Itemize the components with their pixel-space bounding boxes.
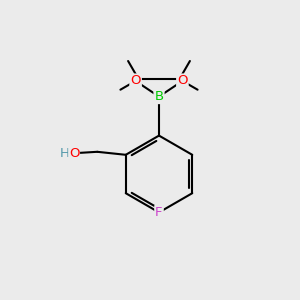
- Text: B: B: [154, 90, 164, 103]
- Text: H: H: [59, 147, 69, 160]
- Text: O: O: [69, 147, 80, 160]
- Text: F: F: [155, 206, 163, 219]
- Text: O: O: [130, 74, 141, 88]
- Text: O: O: [177, 74, 188, 88]
